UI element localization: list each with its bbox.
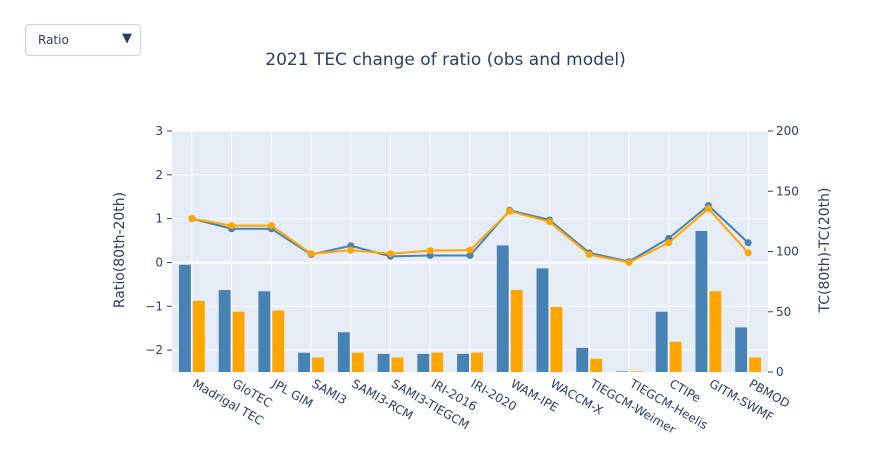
model-point bbox=[387, 250, 395, 258]
obs-bar bbox=[298, 352, 311, 372]
lines-layer bbox=[188, 201, 752, 266]
model-point bbox=[506, 207, 514, 215]
obs-bar bbox=[576, 347, 589, 372]
model-bar bbox=[471, 352, 483, 372]
y-tick-label: 1 bbox=[155, 212, 163, 226]
model-point bbox=[426, 247, 434, 255]
y2-tick-label: 150 bbox=[776, 184, 799, 198]
model-point bbox=[545, 218, 553, 226]
model-bar bbox=[272, 310, 285, 372]
y-tick-label: −2 bbox=[145, 343, 163, 357]
model-point bbox=[228, 222, 236, 230]
model-bar bbox=[431, 352, 444, 372]
model-bar bbox=[192, 300, 205, 372]
obs-bar bbox=[218, 290, 231, 372]
y-tick-label: 0 bbox=[155, 255, 163, 269]
grid-lines bbox=[172, 130, 768, 372]
y-axis-title: Ratio(80th-20th) bbox=[112, 192, 128, 308]
obs-bar bbox=[655, 311, 668, 372]
model-bar bbox=[669, 341, 682, 372]
model-bar bbox=[391, 357, 404, 372]
triangle-down-icon: ▼ bbox=[122, 31, 132, 46]
model-point bbox=[665, 239, 673, 247]
obs-bar bbox=[258, 291, 271, 372]
obs-bar bbox=[536, 268, 549, 372]
model-point bbox=[267, 222, 275, 230]
model-point bbox=[307, 250, 315, 258]
y2-tick-label: 100 bbox=[776, 245, 799, 259]
model-point bbox=[347, 246, 355, 254]
y-tick-label: −1 bbox=[145, 299, 163, 313]
model-bar bbox=[232, 311, 245, 372]
model-bar bbox=[351, 352, 364, 372]
y2-tick-label: 200 bbox=[776, 124, 799, 138]
model-bar bbox=[590, 358, 603, 372]
bars-layer bbox=[178, 231, 762, 372]
chart-title: 2021 TEC change of ratio (obs and model) bbox=[265, 50, 626, 70]
y-tick-label: 3 bbox=[155, 124, 163, 138]
model-bar bbox=[749, 357, 762, 372]
obs-bar bbox=[616, 371, 628, 372]
obs-point bbox=[744, 239, 752, 247]
obs-bar bbox=[695, 231, 708, 372]
obs-bar bbox=[457, 353, 469, 372]
model-bar bbox=[550, 306, 563, 372]
model-point bbox=[585, 251, 593, 259]
chart-selector-dropdown[interactable]: Ratio ▼ bbox=[25, 24, 141, 56]
y2-tick-label: 50 bbox=[776, 305, 791, 319]
model-bar bbox=[312, 357, 324, 372]
model-point bbox=[625, 258, 633, 266]
obs-bar bbox=[496, 245, 509, 372]
obs-bar bbox=[417, 353, 430, 372]
y-tick-label: 2 bbox=[155, 168, 163, 182]
x-tick-label: SAMI3 bbox=[310, 376, 350, 407]
obs-point bbox=[466, 251, 474, 259]
x-tick-label: JPL GIM bbox=[269, 376, 315, 411]
obs-bar bbox=[178, 264, 191, 372]
obs-bar bbox=[377, 353, 390, 372]
y2-axis-title: TC(80th)-TC(20th) bbox=[817, 188, 833, 314]
model-bar bbox=[510, 290, 523, 372]
model-point bbox=[466, 246, 474, 254]
model-point bbox=[188, 215, 196, 223]
model-point bbox=[744, 249, 752, 257]
obs-bar bbox=[735, 327, 748, 372]
y2-tick-label: 0 bbox=[776, 365, 784, 379]
obs-bar bbox=[337, 332, 350, 372]
dropdown-selected-label: Ratio bbox=[38, 33, 69, 47]
model-bar bbox=[629, 371, 642, 372]
obs-point bbox=[426, 251, 434, 259]
model-bar bbox=[709, 291, 722, 372]
model-point bbox=[704, 205, 712, 213]
